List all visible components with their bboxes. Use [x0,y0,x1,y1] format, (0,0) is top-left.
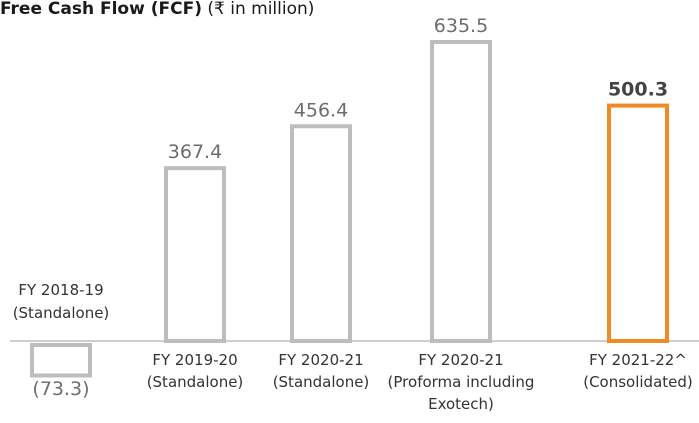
title: Free Cash Flow (FCF) [0,0,202,19]
x-tick-label: (Consolidated) [583,373,693,391]
bar [164,166,226,343]
x-tick-label: FY 2020-21 [418,351,503,369]
bar [430,40,492,343]
bar [290,124,352,343]
bar [607,103,669,344]
x-tick-label: FY 2019-20 [152,351,237,369]
value-label: (73.3) [32,378,89,400]
x-tick-label: (Standalone) [13,304,110,322]
subtitle: (₹ in million) [207,0,314,19]
x-tick-label: Exotech) [428,395,494,413]
x-tick-label: FY 2020-21 [278,351,363,369]
x-tick-label: FY 2018-19 [18,281,103,299]
x-tick-label: (Proforma including [388,373,535,391]
bar [30,343,92,378]
x-tick-label: (Standalone) [147,373,244,391]
x-tick-label: FY 2021-22^ [589,351,687,369]
value-label: 500.3 [608,79,668,101]
value-label: 456.4 [294,99,348,121]
value-label: 635.5 [434,15,488,37]
value-label: 367.4 [168,141,222,163]
chart-title: Free Cash Flow (FCF) (₹ in million) [0,0,314,19]
x-tick-label: (Standalone) [273,373,370,391]
